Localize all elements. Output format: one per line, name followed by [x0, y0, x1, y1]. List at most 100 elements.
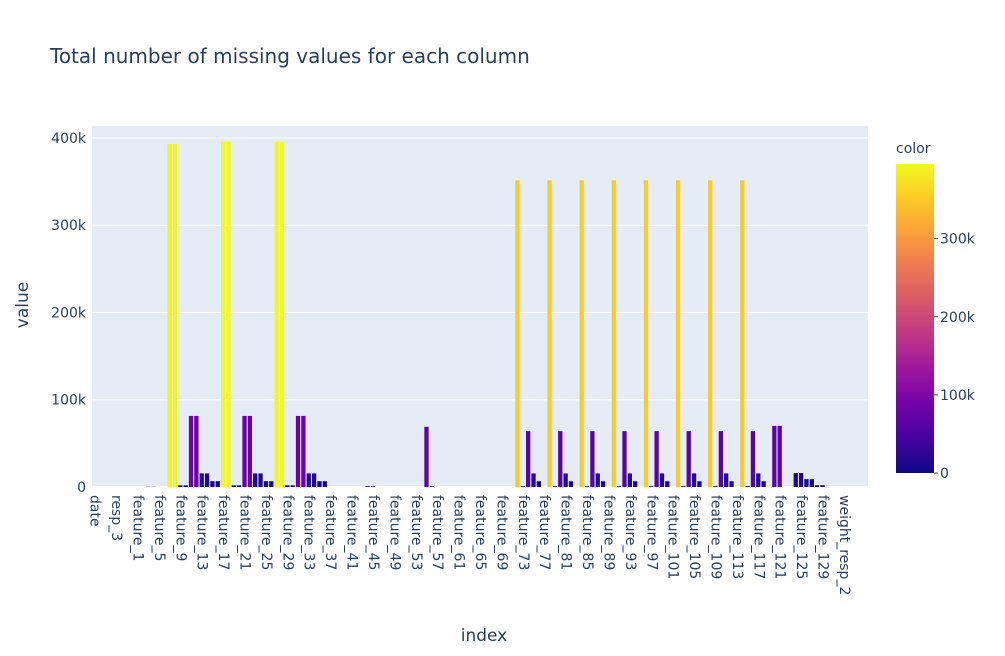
- bar: [815, 485, 820, 487]
- bar: [215, 481, 220, 487]
- bar: [365, 486, 370, 487]
- bar: [686, 431, 691, 487]
- bar: [204, 473, 210, 487]
- x-tick-label: feature_45: [365, 495, 381, 570]
- colorbar: [896, 164, 934, 473]
- bar: [322, 481, 327, 487]
- bar: [424, 426, 429, 487]
- bar: [253, 473, 258, 487]
- bar: [617, 486, 622, 487]
- x-tick-label: weight_resp_2: [836, 495, 852, 595]
- bar: [584, 486, 590, 487]
- bar: [167, 143, 172, 487]
- x-tick-label: feature_33: [301, 495, 317, 570]
- bar: [220, 141, 226, 487]
- bar: [563, 473, 568, 487]
- x-tick-label: feature_73: [515, 495, 531, 570]
- colorbar-tick-label: 300k: [940, 232, 976, 248]
- bar: [772, 425, 777, 487]
- x-tick-label: feature_61: [451, 495, 467, 570]
- y-tick-label: 300k: [51, 218, 87, 234]
- bar: [713, 486, 718, 487]
- bar: [183, 485, 188, 487]
- x-tick-label: feature_77: [536, 495, 552, 570]
- bar: [515, 180, 520, 487]
- bar: [552, 486, 558, 487]
- bar: [279, 141, 285, 487]
- bar: [798, 473, 804, 487]
- bar: [793, 473, 798, 487]
- bar: [820, 485, 825, 487]
- bar: [627, 473, 632, 487]
- y-tick-label: 400k: [51, 131, 87, 147]
- x-tick-label: feature_97: [643, 495, 659, 570]
- bar: [247, 415, 253, 487]
- x-tick-label: date: [87, 495, 103, 527]
- bar: [665, 481, 670, 487]
- x-tick-label: resp_3: [108, 495, 124, 541]
- bar: [237, 485, 242, 487]
- bar: [595, 473, 600, 487]
- bar: [226, 141, 231, 487]
- y-axis-title: value: [13, 282, 33, 328]
- colorbar-tick-label: 200k: [940, 310, 976, 326]
- x-tick-label: feature_21: [237, 495, 253, 570]
- bar: [622, 431, 627, 487]
- bar: [777, 425, 782, 487]
- x-tick-label: feature_1: [129, 495, 145, 561]
- x-tick-label: feature_9: [172, 495, 188, 561]
- bar: [370, 486, 376, 487]
- x-tick-label: feature_17: [215, 495, 231, 570]
- bar: [659, 473, 665, 487]
- y-tick-label: 0: [77, 480, 86, 496]
- y-tick-label: 200k: [51, 305, 87, 321]
- x-tick-label: feature_69: [493, 495, 509, 570]
- chart-title: Total number of missing values for each …: [49, 44, 530, 68]
- bar: [199, 473, 204, 487]
- bar: [654, 431, 659, 487]
- bar: [242, 415, 247, 487]
- bar: [750, 431, 756, 487]
- bar: [729, 481, 734, 487]
- x-tick-label: feature_113: [729, 495, 745, 579]
- bar: [429, 486, 434, 487]
- x-tick-label: feature_41: [344, 495, 360, 570]
- bar: [295, 415, 301, 487]
- x-tick-label: feature_57: [429, 495, 445, 570]
- colorbar-tick-label: 0: [940, 466, 949, 482]
- bar: [258, 473, 263, 487]
- x-tick-label: feature_29: [279, 495, 295, 570]
- bar: [649, 486, 654, 487]
- bar: [579, 180, 584, 487]
- bar: [210, 481, 215, 487]
- bar: [285, 485, 290, 487]
- bar: [526, 431, 531, 487]
- x-tick-label: feature_125: [793, 495, 809, 579]
- x-tick-label: feature_121: [772, 495, 788, 579]
- bar: [707, 180, 713, 487]
- bar: [633, 481, 638, 487]
- bar: [188, 415, 194, 487]
- bar: [531, 473, 536, 487]
- bar: [600, 481, 606, 487]
- bar: [804, 479, 809, 487]
- x-axis-title: index: [461, 626, 508, 646]
- bar: [745, 486, 750, 487]
- x-tick-label: feature_117: [750, 495, 766, 579]
- bar: [536, 481, 542, 487]
- x-tick-label: feature_5: [151, 495, 167, 561]
- bar: [274, 141, 279, 487]
- bar: [740, 180, 745, 487]
- bar: [269, 481, 274, 487]
- bar: [590, 431, 595, 487]
- x-tick-label: feature_13: [194, 495, 210, 570]
- bar: [681, 486, 686, 487]
- bar: [761, 481, 766, 487]
- x-tick-label: feature_93: [622, 495, 638, 570]
- x-tick-label: feature_37: [322, 495, 338, 570]
- x-tick-label: feature_53: [408, 495, 424, 570]
- bar: [301, 415, 306, 487]
- bar: [756, 473, 761, 487]
- y-tick-label: 100k: [51, 393, 87, 409]
